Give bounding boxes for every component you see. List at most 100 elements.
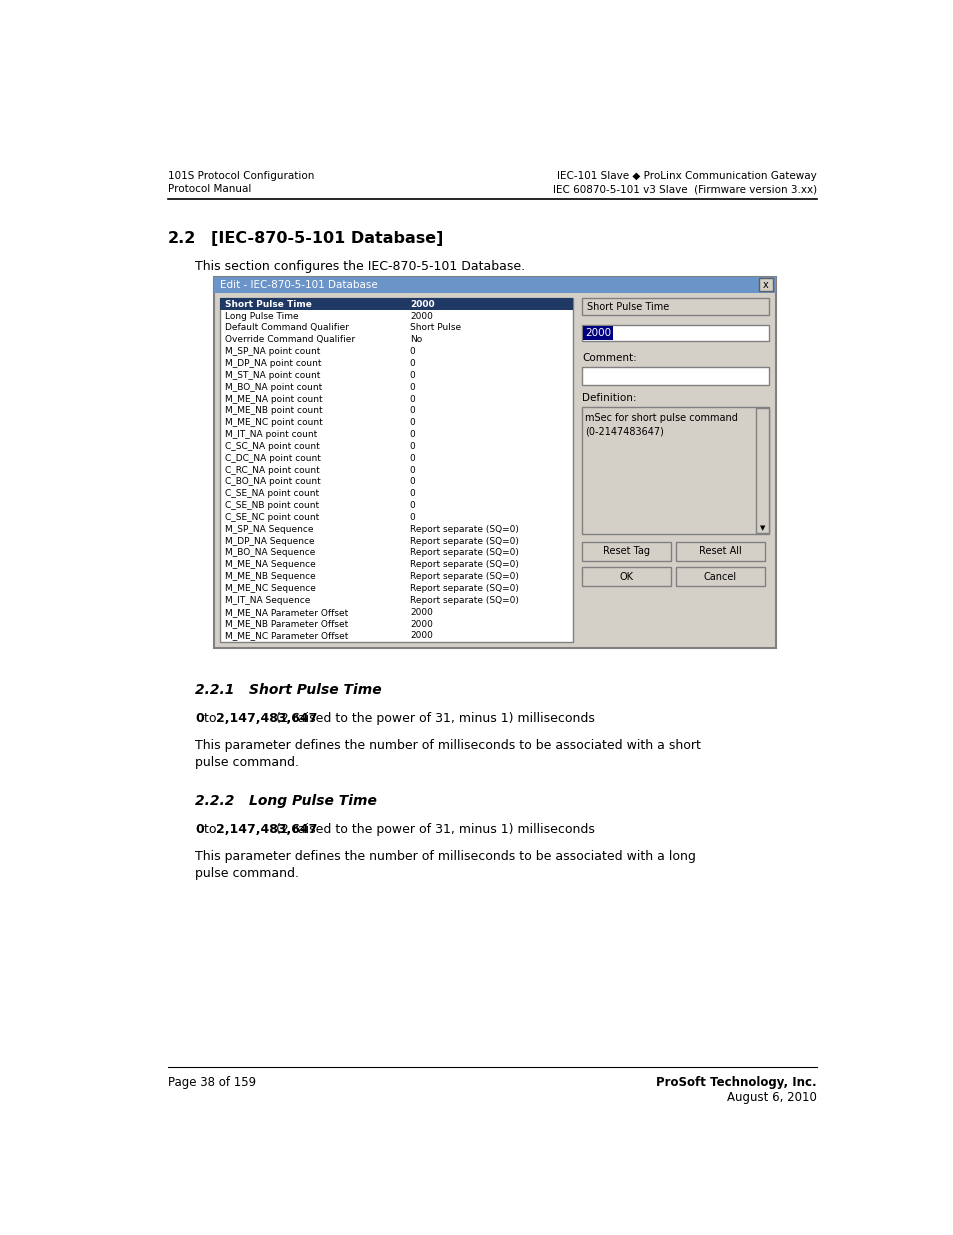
- Bar: [675, 567, 764, 587]
- Bar: [581, 567, 670, 587]
- Text: 0: 0: [410, 453, 416, 463]
- Text: 0: 0: [410, 359, 416, 368]
- Text: Short Pulse Time: Short Pulse Time: [224, 300, 312, 309]
- Text: M_ME_NC point count: M_ME_NC point count: [224, 419, 322, 427]
- Text: IEC 60870-5-101 v3 Slave  (Firmware version 3.xx): IEC 60870-5-101 v3 Slave (Firmware versi…: [552, 184, 816, 194]
- Text: Edit - IEC-870-5-101 Database: Edit - IEC-870-5-101 Database: [220, 280, 377, 290]
- Text: This section configures the IEC-870-5-101 Database.: This section configures the IEC-870-5-10…: [195, 259, 525, 273]
- Text: to: to: [199, 824, 220, 836]
- Text: Cancel: Cancel: [703, 572, 736, 582]
- Text: Page 38 of 159: Page 38 of 159: [168, 1076, 256, 1089]
- Text: (2 raised to the power of 31, minus 1) milliseconds: (2 raised to the power of 31, minus 1) m…: [272, 824, 594, 836]
- Text: to: to: [199, 711, 220, 725]
- Text: 101S Protocol Configuration: 101S Protocol Configuration: [168, 172, 314, 182]
- Text: 0: 0: [410, 501, 416, 510]
- Text: M_ME_NB Sequence: M_ME_NB Sequence: [224, 572, 315, 582]
- Text: M_ME_NB point count: M_ME_NB point count: [224, 406, 322, 415]
- Text: OK: OK: [618, 572, 633, 582]
- Text: [IEC-870-5-101 Database]: [IEC-870-5-101 Database]: [211, 231, 442, 246]
- Text: x: x: [762, 280, 768, 290]
- Text: M_ME_NC Parameter Offset: M_ME_NC Parameter Offset: [224, 631, 348, 641]
- Text: 2000: 2000: [410, 620, 433, 629]
- Text: M_DP_NA point count: M_DP_NA point count: [224, 359, 321, 368]
- Text: M_ST_NA point count: M_ST_NA point count: [224, 370, 319, 380]
- Text: 2.2.2   Long Pulse Time: 2.2.2 Long Pulse Time: [195, 794, 376, 808]
- Text: 0: 0: [410, 370, 416, 380]
- Bar: [581, 299, 769, 315]
- Text: 0: 0: [410, 406, 416, 415]
- Text: Report separate (SQ=0): Report separate (SQ=0): [410, 561, 518, 569]
- Text: M_SP_NA Sequence: M_SP_NA Sequence: [224, 525, 313, 534]
- Text: M_ME_NC Sequence: M_ME_NC Sequence: [224, 584, 315, 593]
- Text: M_IT_NA point count: M_IT_NA point count: [224, 430, 316, 438]
- Text: 2.2: 2.2: [168, 231, 196, 246]
- Text: Report separate (SQ=0): Report separate (SQ=0): [410, 595, 518, 605]
- Text: C_SE_NB point count: C_SE_NB point count: [224, 501, 318, 510]
- Text: 0: 0: [410, 430, 416, 438]
- Text: Comment:: Comment:: [581, 353, 636, 363]
- Text: Default Command Qualifier: Default Command Qualifier: [224, 324, 348, 332]
- Text: M_BO_NA Sequence: M_BO_NA Sequence: [224, 548, 314, 557]
- Text: C_RC_NA point count: C_RC_NA point count: [224, 466, 319, 474]
- Text: M_DP_NA Sequence: M_DP_NA Sequence: [224, 537, 314, 546]
- Text: C_SE_NC point count: C_SE_NC point count: [224, 513, 318, 522]
- Text: IEC-101 Slave ◆ ProLinx Communication Gateway: IEC-101 Slave ◆ ProLinx Communication Ga…: [557, 172, 816, 182]
- Text: 2000: 2000: [410, 608, 433, 616]
- Text: 0: 0: [410, 489, 416, 498]
- Bar: [758, 278, 773, 291]
- Text: Report separate (SQ=0): Report separate (SQ=0): [410, 537, 518, 546]
- Text: 2000: 2000: [410, 311, 433, 321]
- Text: 2000: 2000: [410, 631, 433, 641]
- Text: No: No: [410, 335, 421, 345]
- Bar: [213, 277, 775, 648]
- Text: Definition:: Definition:: [581, 393, 636, 403]
- Text: ▼: ▼: [759, 525, 764, 531]
- Text: Reset All: Reset All: [699, 546, 740, 556]
- Bar: [581, 542, 670, 561]
- Text: 2,147,483,647: 2,147,483,647: [215, 711, 316, 725]
- Text: Reset Tag: Reset Tag: [602, 546, 649, 556]
- Text: August 6, 2010: August 6, 2010: [726, 1092, 816, 1104]
- Text: M_SP_NA point count: M_SP_NA point count: [224, 347, 319, 356]
- Text: This parameter defines the number of milliseconds to be associated with a long
p: This parameter defines the number of mil…: [195, 851, 696, 881]
- Bar: [581, 325, 769, 341]
- Text: M_ME_NB Parameter Offset: M_ME_NB Parameter Offset: [224, 620, 348, 629]
- Text: M_IT_NA Sequence: M_IT_NA Sequence: [224, 595, 310, 605]
- Text: C_DC_NA point count: C_DC_NA point count: [224, 453, 320, 463]
- Text: 0: 0: [195, 711, 204, 725]
- Bar: [220, 299, 572, 642]
- Text: 2000: 2000: [584, 329, 611, 338]
- Text: Report separate (SQ=0): Report separate (SQ=0): [410, 584, 518, 593]
- Text: 2000: 2000: [410, 300, 434, 309]
- Text: C_BO_NA point count: C_BO_NA point count: [224, 478, 320, 487]
- Text: M_ME_NA Sequence: M_ME_NA Sequence: [224, 561, 315, 569]
- Text: M_BO_NA point count: M_BO_NA point count: [224, 383, 321, 391]
- Text: 0: 0: [195, 824, 204, 836]
- Text: 0: 0: [410, 347, 416, 356]
- Text: Short Pulse: Short Pulse: [410, 324, 460, 332]
- Text: 0: 0: [410, 442, 416, 451]
- Bar: [581, 367, 769, 385]
- Bar: [220, 299, 572, 310]
- Text: 0: 0: [410, 478, 416, 487]
- Text: Report separate (SQ=0): Report separate (SQ=0): [410, 548, 518, 557]
- Text: C_SE_NA point count: C_SE_NA point count: [224, 489, 318, 498]
- Text: Report separate (SQ=0): Report separate (SQ=0): [410, 572, 518, 582]
- Bar: [756, 408, 768, 534]
- Text: Override Command Qualifier: Override Command Qualifier: [224, 335, 355, 345]
- Text: 0: 0: [410, 394, 416, 404]
- Text: ProSoft Technology, Inc.: ProSoft Technology, Inc.: [656, 1076, 816, 1089]
- Text: mSec for short pulse command
(0-2147483647): mSec for short pulse command (0-21474836…: [584, 412, 737, 436]
- Text: This parameter defines the number of milliseconds to be associated with a short
: This parameter defines the number of mil…: [195, 739, 700, 769]
- Text: 2.2.1   Short Pulse Time: 2.2.1 Short Pulse Time: [195, 683, 381, 697]
- Text: 0: 0: [410, 383, 416, 391]
- Bar: [581, 406, 769, 534]
- Bar: [213, 277, 775, 293]
- Text: 2,147,483,647: 2,147,483,647: [215, 824, 316, 836]
- Text: (2 raised to the power of 31, minus 1) milliseconds: (2 raised to the power of 31, minus 1) m…: [272, 711, 594, 725]
- Bar: [583, 326, 612, 340]
- Text: C_SC_NA point count: C_SC_NA point count: [224, 442, 319, 451]
- Text: 0: 0: [410, 419, 416, 427]
- Text: Short Pulse Time: Short Pulse Time: [587, 301, 669, 311]
- Text: Long Pulse Time: Long Pulse Time: [224, 311, 298, 321]
